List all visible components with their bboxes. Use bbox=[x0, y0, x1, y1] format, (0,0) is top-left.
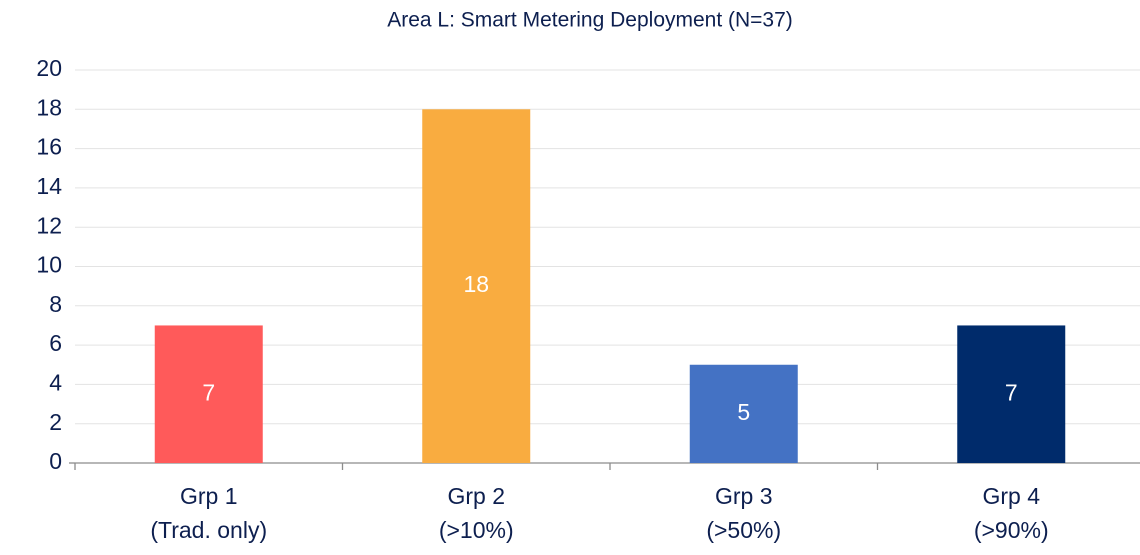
bar bbox=[154, 325, 263, 463]
chart-title: Area L: Smart Metering Deployment (N=37) bbox=[387, 9, 793, 32]
x-tick-label: (>10%) bbox=[439, 517, 514, 543]
x-tick-label: (>90%) bbox=[974, 517, 1049, 543]
y-tick-label: 8 bbox=[49, 291, 62, 317]
x-tick-label: Grp 1 bbox=[180, 483, 238, 509]
y-tick-label: 0 bbox=[49, 448, 62, 474]
x-tick-label: Grp 2 bbox=[447, 483, 505, 509]
y-tick-label: 6 bbox=[49, 330, 62, 356]
bar bbox=[689, 364, 798, 463]
y-tick-label: 14 bbox=[36, 173, 62, 199]
y-tick-label: 2 bbox=[49, 409, 62, 435]
bar bbox=[422, 109, 531, 464]
y-tick-label: 16 bbox=[36, 134, 62, 160]
data-label: 18 bbox=[463, 271, 489, 297]
data-label: 5 bbox=[737, 399, 750, 425]
bar bbox=[957, 325, 1066, 463]
x-tick-label: (Trad. only) bbox=[150, 517, 267, 543]
y-tick-label: 18 bbox=[36, 94, 62, 120]
x-tick-label: Grp 3 bbox=[715, 483, 773, 509]
y-tick-label: 10 bbox=[36, 252, 62, 278]
y-tick-label: 12 bbox=[36, 212, 62, 238]
data-label: 7 bbox=[202, 379, 215, 405]
data-label: 7 bbox=[1005, 379, 1018, 405]
x-tick-label: (>50%) bbox=[706, 517, 781, 543]
y-tick-label: 4 bbox=[49, 369, 62, 395]
x-tick-label: Grp 4 bbox=[982, 483, 1040, 509]
y-tick-label: 20 bbox=[36, 55, 62, 81]
